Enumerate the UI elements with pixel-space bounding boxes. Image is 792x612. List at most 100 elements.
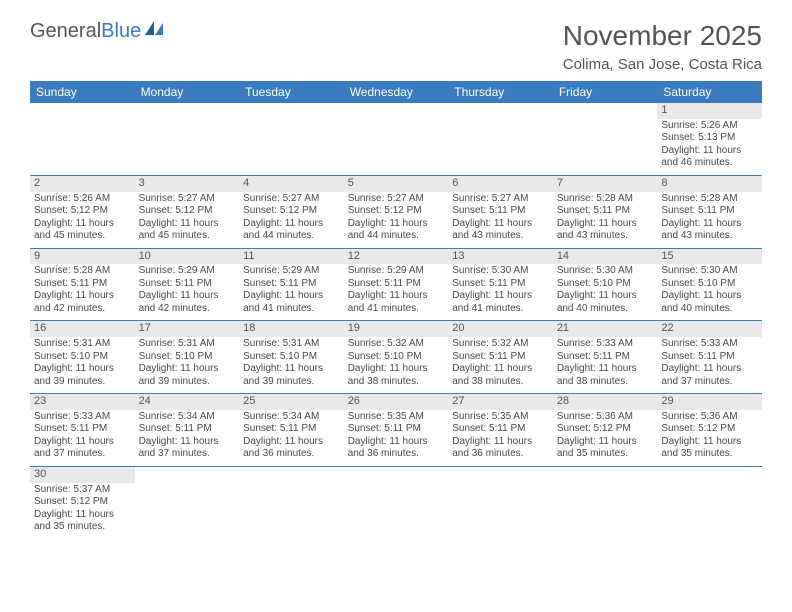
day-number-cell: 18 <box>239 321 344 337</box>
day-number-cell: 16 <box>30 321 135 337</box>
day-number-cell: 19 <box>344 321 449 337</box>
day-content-row: Sunrise: 5:31 AMSunset: 5:10 PMDaylight:… <box>30 337 762 394</box>
sunrise-text: Sunrise: 5:30 AM <box>452 265 549 278</box>
day-number-cell: 21 <box>553 321 658 337</box>
daylight-text: Daylight: 11 hours <box>34 509 131 522</box>
daylight-text: Daylight: 11 hours <box>348 218 445 231</box>
daylight-text: Daylight: 11 hours <box>661 290 758 303</box>
day-number-cell: 30 <box>30 466 135 482</box>
daylight-text: and 40 minutes. <box>661 303 758 316</box>
sunset-text: Sunset: 5:12 PM <box>34 496 131 509</box>
day-number-cell: 17 <box>135 321 240 337</box>
sunset-text: Sunset: 5:10 PM <box>243 351 340 364</box>
daylight-text: and 35 minutes. <box>34 521 131 534</box>
day-number-cell: 10 <box>135 248 240 264</box>
daylight-text: Daylight: 11 hours <box>452 218 549 231</box>
day-content-cell <box>239 119 344 176</box>
daylight-text: and 37 minutes. <box>34 448 131 461</box>
daylight-text: and 44 minutes. <box>243 230 340 243</box>
day-content-cell: Sunrise: 5:34 AMSunset: 5:11 PMDaylight:… <box>135 410 240 467</box>
weekday-header: Saturday <box>657 81 762 103</box>
daylight-text: Daylight: 11 hours <box>557 363 654 376</box>
day-number-row: 30 <box>30 466 762 482</box>
day-content-cell: Sunrise: 5:26 AMSunset: 5:13 PMDaylight:… <box>657 119 762 176</box>
daylight-text: Daylight: 11 hours <box>243 290 340 303</box>
day-content-cell: Sunrise: 5:33 AMSunset: 5:11 PMDaylight:… <box>553 337 658 394</box>
sunrise-text: Sunrise: 5:36 AM <box>557 411 654 424</box>
sunrise-text: Sunrise: 5:27 AM <box>243 193 340 206</box>
sunset-text: Sunset: 5:11 PM <box>557 351 654 364</box>
calendar-body: 1Sunrise: 5:26 AMSunset: 5:13 PMDaylight… <box>30 103 762 539</box>
daylight-text: Daylight: 11 hours <box>139 290 236 303</box>
daylight-text: and 41 minutes. <box>243 303 340 316</box>
daylight-text: Daylight: 11 hours <box>34 218 131 231</box>
sunrise-text: Sunrise: 5:34 AM <box>243 411 340 424</box>
weekday-header: Tuesday <box>239 81 344 103</box>
sunset-text: Sunset: 5:12 PM <box>557 423 654 436</box>
day-number-cell: 2 <box>30 175 135 191</box>
day-content-cell <box>30 119 135 176</box>
daylight-text: and 42 minutes. <box>139 303 236 316</box>
day-content-cell <box>239 483 344 539</box>
day-content-cell: Sunrise: 5:27 AMSunset: 5:12 PMDaylight:… <box>344 192 449 249</box>
sunset-text: Sunset: 5:11 PM <box>139 423 236 436</box>
day-content-cell <box>448 119 553 176</box>
day-content-cell: Sunrise: 5:30 AMSunset: 5:10 PMDaylight:… <box>553 264 658 321</box>
day-content-cell: Sunrise: 5:35 AMSunset: 5:11 PMDaylight:… <box>344 410 449 467</box>
day-content-row: Sunrise: 5:37 AMSunset: 5:12 PMDaylight:… <box>30 483 762 539</box>
day-content-cell: Sunrise: 5:27 AMSunset: 5:11 PMDaylight:… <box>448 192 553 249</box>
daylight-text: and 38 minutes. <box>348 376 445 389</box>
day-content-cell: Sunrise: 5:28 AMSunset: 5:11 PMDaylight:… <box>657 192 762 249</box>
day-content-cell: Sunrise: 5:33 AMSunset: 5:11 PMDaylight:… <box>30 410 135 467</box>
weekday-header-row: SundayMondayTuesdayWednesdayThursdayFrid… <box>30 81 762 103</box>
day-number-row: 16171819202122 <box>30 321 762 337</box>
sunrise-text: Sunrise: 5:29 AM <box>243 265 340 278</box>
day-content-cell: Sunrise: 5:37 AMSunset: 5:12 PMDaylight:… <box>30 483 135 539</box>
day-number-cell: 20 <box>448 321 553 337</box>
daylight-text: and 44 minutes. <box>348 230 445 243</box>
daylight-text: Daylight: 11 hours <box>139 218 236 231</box>
day-content-cell: Sunrise: 5:36 AMSunset: 5:12 PMDaylight:… <box>553 410 658 467</box>
sunrise-text: Sunrise: 5:28 AM <box>34 265 131 278</box>
day-content-cell: Sunrise: 5:27 AMSunset: 5:12 PMDaylight:… <box>239 192 344 249</box>
day-number-cell <box>553 103 658 119</box>
sunrise-text: Sunrise: 5:27 AM <box>452 193 549 206</box>
day-number-cell: 14 <box>553 248 658 264</box>
day-number-cell: 27 <box>448 394 553 410</box>
daylight-text: and 43 minutes. <box>452 230 549 243</box>
day-content-cell: Sunrise: 5:28 AMSunset: 5:11 PMDaylight:… <box>553 192 658 249</box>
day-content-row: Sunrise: 5:33 AMSunset: 5:11 PMDaylight:… <box>30 410 762 467</box>
day-content-cell <box>448 483 553 539</box>
day-content-cell <box>553 119 658 176</box>
page-subtitle: Colima, San Jose, Costa Rica <box>563 56 762 73</box>
daylight-text: and 36 minutes. <box>452 448 549 461</box>
sunset-text: Sunset: 5:11 PM <box>661 205 758 218</box>
day-number-cell: 3 <box>135 175 240 191</box>
day-content-cell: Sunrise: 5:27 AMSunset: 5:12 PMDaylight:… <box>135 192 240 249</box>
daylight-text: and 46 minutes. <box>661 157 758 170</box>
logo: GeneralBlue <box>30 20 165 43</box>
day-content-cell: Sunrise: 5:30 AMSunset: 5:11 PMDaylight:… <box>448 264 553 321</box>
weekday-header: Wednesday <box>344 81 449 103</box>
day-number-cell <box>657 466 762 482</box>
daylight-text: Daylight: 11 hours <box>348 363 445 376</box>
sunset-text: Sunset: 5:11 PM <box>452 423 549 436</box>
daylight-text: Daylight: 11 hours <box>661 436 758 449</box>
day-number-cell: 8 <box>657 175 762 191</box>
day-content-cell <box>657 483 762 539</box>
daylight-text: and 35 minutes. <box>557 448 654 461</box>
daylight-text: and 39 minutes. <box>139 376 236 389</box>
day-content-cell: Sunrise: 5:32 AMSunset: 5:11 PMDaylight:… <box>448 337 553 394</box>
day-number-cell: 6 <box>448 175 553 191</box>
sunrise-text: Sunrise: 5:34 AM <box>139 411 236 424</box>
daylight-text: and 37 minutes. <box>661 376 758 389</box>
page-header: GeneralBlue November 2025 Colima, San Jo… <box>30 20 762 73</box>
day-content-row: Sunrise: 5:28 AMSunset: 5:11 PMDaylight:… <box>30 264 762 321</box>
sunset-text: Sunset: 5:11 PM <box>139 278 236 291</box>
day-content-cell <box>135 483 240 539</box>
day-number-cell: 12 <box>344 248 449 264</box>
sunset-text: Sunset: 5:12 PM <box>139 205 236 218</box>
logo-text-general: General <box>30 20 101 43</box>
day-number-cell <box>448 466 553 482</box>
weekday-header: Sunday <box>30 81 135 103</box>
